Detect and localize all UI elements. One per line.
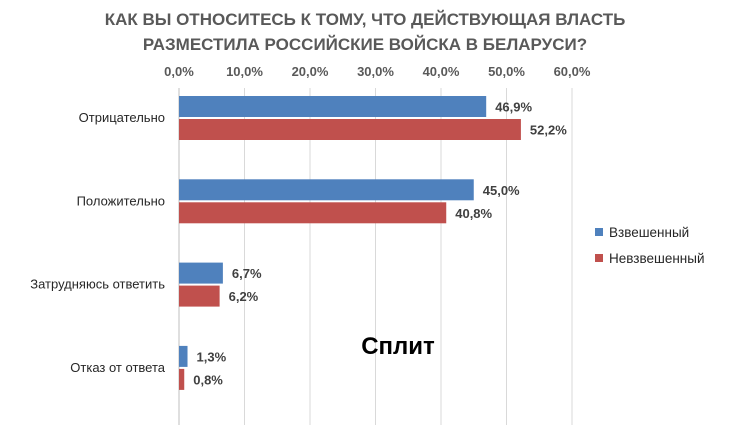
data-label: 6,2% — [229, 289, 259, 304]
x-tick-label: 60,0% — [554, 64, 591, 79]
data-label: 45,0% — [483, 183, 520, 198]
data-label: 46,9% — [495, 100, 532, 115]
legend: Взвешенный Невзвешенный — [595, 225, 705, 266]
bar-weighted — [179, 96, 487, 117]
x-tick-label: 30,0% — [357, 64, 394, 79]
bar-weighted — [179, 262, 223, 284]
data-label: 1,3% — [197, 349, 227, 364]
x-axis-ticks: 0,0% 10,0% 20,0% 30,0% 40,0% 50,0% 60,0% — [164, 64, 591, 79]
data-label: 0,8% — [193, 372, 223, 387]
data-label: 6,7% — [232, 266, 262, 281]
category-label: Отказ от ответа — [70, 360, 165, 375]
bar-weighted — [179, 345, 188, 367]
bar-unweighted — [179, 119, 521, 140]
split-annotation: Сплит — [361, 333, 435, 360]
category-label: Затрудняюсь ответить — [30, 277, 165, 292]
bar-unweighted — [179, 285, 220, 307]
gridlines — [178, 88, 573, 425]
bar-unweighted — [179, 368, 185, 390]
bars: 46,9% 52,2% 45,0% 40,8% 6,7% 6,2% 1,3% 0,8% — [179, 96, 567, 390]
x-tick-label: 50,0% — [488, 64, 525, 79]
chart-title-line-1: КАК ВЫ ОТНОСИТЕСЬ К ТОМУ, ЧТО ДЕЙСТВУЮЩА… — [105, 10, 626, 29]
chart-title-line-2: РАЗМЕСТИЛА РОССИЙСКИЕ ВОЙСКА В БЕЛАРУСИ? — [143, 35, 587, 54]
legend-label: Взвешенный — [609, 225, 689, 240]
x-tick-label: 20,0% — [292, 64, 329, 79]
data-label: 40,8% — [455, 206, 492, 221]
x-tick-label: 0,0% — [164, 64, 194, 79]
x-tick-label: 40,0% — [423, 64, 460, 79]
data-label: 52,2% — [530, 123, 567, 138]
legend-swatch — [595, 228, 603, 236]
legend-swatch — [595, 254, 603, 262]
legend-label: Невзвешенный — [609, 251, 705, 266]
chart-title: КАК ВЫ ОТНОСИТЕСЬ К ТОМУ, ЧТО ДЕЙСТВУЮЩА… — [105, 10, 626, 54]
bar-weighted — [179, 179, 474, 201]
category-label: Отрицательно — [79, 110, 165, 125]
x-tick-label: 10,0% — [226, 64, 263, 79]
category-labels: Отрицательно Положительно Затрудняюсь отве… — [30, 110, 166, 375]
category-label: Положительно — [77, 193, 165, 208]
bar-unweighted — [179, 202, 447, 224]
